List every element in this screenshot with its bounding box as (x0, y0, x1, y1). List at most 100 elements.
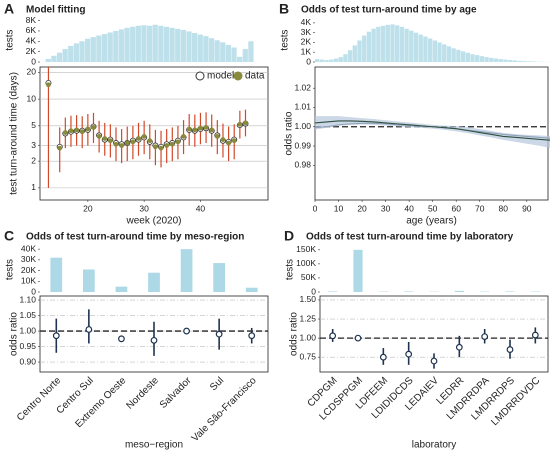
histogram-bar (51, 55, 57, 62)
point (243, 120, 248, 126)
point (203, 125, 209, 130)
plot-frame (319, 295, 549, 373)
point (119, 143, 125, 148)
bar (148, 272, 160, 292)
y-tick-label: 3 (31, 140, 36, 150)
y-axis-label: tests (280, 29, 291, 50)
histogram-bar (362, 35, 367, 62)
histogram-bar (56, 52, 63, 62)
histogram-bar (517, 60, 522, 62)
y-tick-label: 20 (27, 67, 37, 77)
y-axis-label: odds ratio (289, 312, 300, 356)
point (147, 138, 153, 144)
legend-label: model (207, 71, 234, 82)
histogram-bar (146, 25, 153, 62)
histogram-bar (315, 59, 320, 62)
plot-frame (39, 66, 269, 201)
x-tick-label: 60 (451, 203, 461, 213)
histogram-bar (352, 45, 357, 62)
x-tick-label: 80 (499, 203, 509, 213)
y-tick-label: 1K (301, 46, 312, 56)
panel-letter: D (284, 228, 294, 244)
x-axis-label: age (years) (406, 216, 457, 227)
histogram-bar (409, 30, 414, 62)
x-tick-label: 40 (196, 203, 206, 213)
point (237, 121, 243, 127)
point (215, 330, 223, 338)
histogram-bar (186, 31, 192, 62)
histogram-bar (197, 34, 203, 62)
x-tick-label: Nordeste (125, 375, 162, 412)
histogram-bar (73, 43, 80, 62)
histogram-bar (347, 50, 353, 62)
bar (245, 287, 258, 292)
panel-letter: A (4, 1, 14, 17)
x-tick-label: 70 (475, 203, 485, 213)
y-tick-label: 6K (26, 25, 37, 35)
point (102, 136, 108, 141)
y-tick-label: 2K (26, 46, 37, 56)
y-tick-label: 0.99 (294, 140, 311, 150)
point (226, 140, 231, 146)
histogram-bar (446, 46, 452, 62)
histogram-bar (413, 32, 419, 62)
point (506, 346, 514, 353)
histogram-bar (423, 36, 428, 62)
histogram-bar (380, 25, 386, 63)
histogram-bar (324, 60, 329, 62)
point (141, 134, 147, 139)
histogram-bar (107, 32, 113, 62)
histogram-bar (163, 26, 170, 62)
x-tick-label: 10 (334, 203, 344, 213)
x-axis-label: week (2020) (125, 216, 181, 227)
point (52, 332, 60, 340)
histogram-bar (118, 29, 125, 62)
histogram-bar (237, 56, 243, 62)
y-tick-label: 30K (21, 254, 36, 264)
plot-frame (314, 66, 549, 201)
y-axis-label: odds ratio (9, 312, 20, 356)
bar (404, 291, 414, 292)
panel-letter: B (279, 1, 289, 17)
bar (353, 249, 363, 292)
point (481, 333, 489, 340)
histogram-bar (101, 34, 108, 62)
point (405, 350, 413, 358)
histogram-bar (512, 60, 518, 62)
panel-title: Odds of test turn-around time by meso-re… (26, 232, 244, 243)
y-tick-label: 40K (21, 243, 36, 253)
histogram-bar (507, 60, 513, 62)
y-tick-label: 1.50 (299, 294, 316, 304)
panel-title: Odds of test turn-around time by age (301, 5, 477, 16)
y-axis-label: tests (5, 259, 16, 280)
y-tick-label: 10 (27, 93, 37, 103)
plot-frame (39, 295, 269, 373)
x-tick-label: 20 (83, 203, 93, 213)
x-tick-label: 0 (313, 203, 318, 213)
point (192, 127, 198, 133)
y-tick-label: 8K (26, 15, 37, 25)
confidence-band (315, 116, 550, 148)
point (153, 144, 158, 150)
point (74, 127, 79, 133)
bar (82, 269, 95, 292)
histogram-bar (385, 24, 390, 62)
point (113, 141, 119, 147)
bar (454, 290, 464, 292)
histogram-bar (329, 59, 334, 62)
histogram-bar (489, 57, 494, 62)
histogram-bar (451, 48, 456, 62)
histogram-bar (68, 45, 74, 62)
point (150, 336, 158, 344)
point (220, 137, 226, 142)
histogram-bar (376, 26, 381, 62)
point (164, 143, 170, 148)
legend-swatch (195, 71, 205, 81)
x-tick-label: 50 (428, 203, 438, 213)
point (68, 128, 74, 134)
histogram-bar (460, 51, 466, 62)
y-tick-label: 0 (311, 286, 316, 296)
histogram-bar (390, 24, 395, 63)
y-tick-label: 1 (31, 182, 36, 192)
